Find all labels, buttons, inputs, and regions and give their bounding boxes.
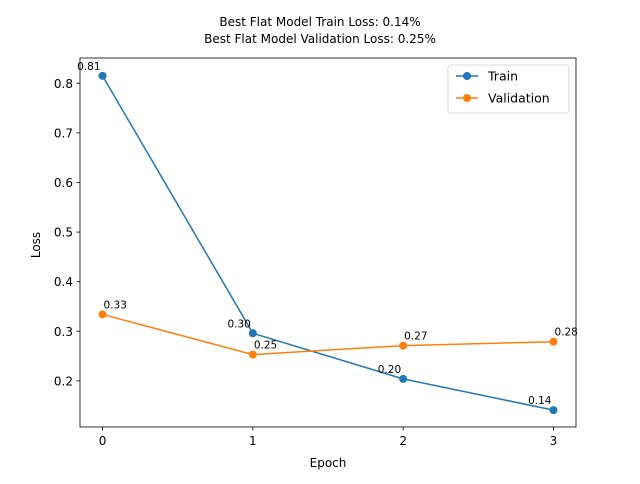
chart-title-line-1: Best Flat Model Train Loss: 0.14% bbox=[219, 15, 420, 29]
x-tick-label: 1 bbox=[249, 434, 257, 448]
series-line-validation bbox=[102, 313, 554, 356]
data-point-train bbox=[399, 374, 408, 383]
chart-title-line-2: Best Flat Model Validation Loss: 0.25% bbox=[204, 32, 436, 46]
x-axis-label: Epoch bbox=[310, 456, 347, 470]
data-point-validation bbox=[248, 350, 257, 359]
data-label-train: 0.14 bbox=[528, 395, 552, 407]
plot-area: 0 1 2 3 0.2 0.3 0.4 0.5 0.6 0.7 0.8 0.81 0.30 0.20 0.1… bbox=[54, 57, 578, 448]
legend-label-validation: Validation bbox=[488, 91, 550, 106]
y-tick-label: 0.2 bbox=[54, 374, 73, 388]
data-label-validation: 0.27 bbox=[404, 331, 427, 343]
data-label-train: 0.20 bbox=[378, 364, 401, 376]
legend-marker-train bbox=[463, 72, 471, 80]
axes-frame bbox=[79, 57, 577, 428]
data-label-validation: 0.28 bbox=[554, 327, 577, 339]
y-tick-label: 0.6 bbox=[54, 176, 73, 190]
data-point-train bbox=[549, 406, 558, 415]
legend-box bbox=[447, 64, 570, 114]
data-label-validation: 0.33 bbox=[104, 299, 127, 311]
y-tick-label: 0.4 bbox=[54, 275, 73, 289]
x-tick-label: 2 bbox=[399, 434, 407, 448]
y-tick-label: 0.3 bbox=[54, 325, 73, 339]
data-point-validation bbox=[549, 337, 558, 346]
legend-label-train: Train bbox=[487, 69, 518, 84]
y-tick-label: 0.8 bbox=[54, 77, 73, 91]
x-tick-label: 3 bbox=[550, 434, 558, 448]
y-tick-label: 0.7 bbox=[54, 126, 73, 140]
data-point-train bbox=[98, 71, 107, 80]
y-axis-label: Loss bbox=[29, 232, 43, 258]
data-label-train: 0.81 bbox=[77, 61, 100, 73]
legend: Train Validation bbox=[447, 64, 570, 114]
data-point-train bbox=[248, 329, 257, 338]
data-point-validation bbox=[98, 310, 107, 319]
data-label-train: 0.30 bbox=[227, 318, 250, 330]
series-line-train bbox=[101, 75, 554, 411]
legend-marker-validation bbox=[463, 94, 471, 102]
data-point-validation bbox=[399, 341, 408, 350]
y-tick-label: 0.5 bbox=[54, 226, 73, 240]
x-tick-label: 0 bbox=[99, 434, 107, 448]
data-label-validation: 0.25 bbox=[254, 340, 277, 352]
